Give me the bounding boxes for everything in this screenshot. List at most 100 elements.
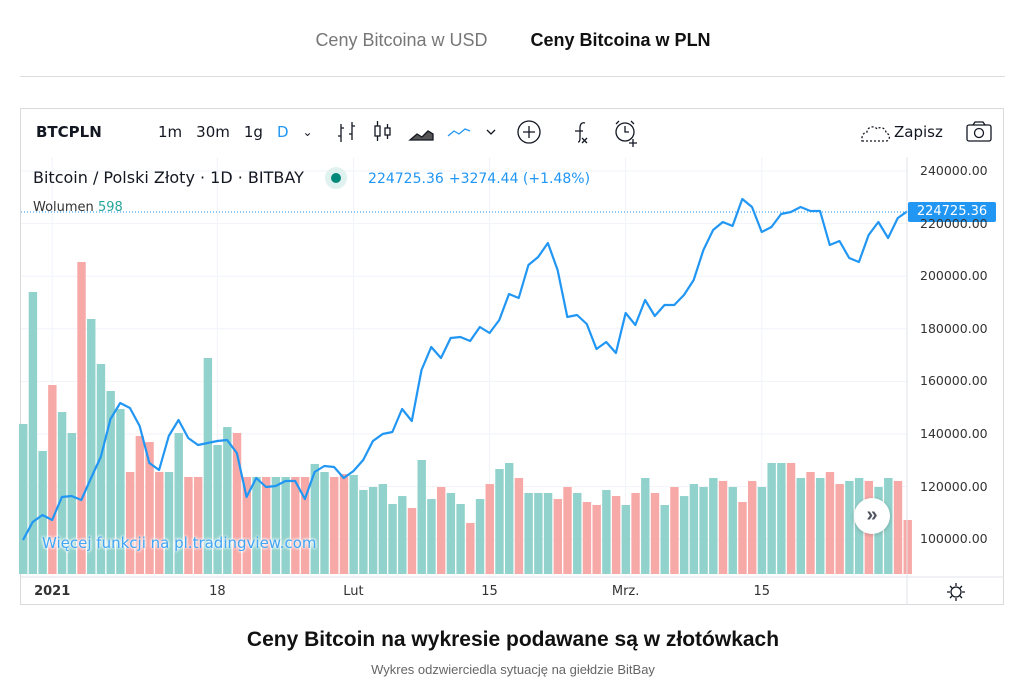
volume-bar xyxy=(524,492,533,574)
volume-bar xyxy=(320,472,329,574)
cloud-icon[interactable] xyxy=(861,126,891,142)
tradingview-link[interactable]: Więcej funkcji na pl.tradingview.com xyxy=(42,534,317,552)
volume-bar xyxy=(262,476,271,574)
legend-change: +3274.44 (+1.48%) xyxy=(448,171,591,187)
interval-d[interactable]: D xyxy=(276,123,289,141)
volume-bar xyxy=(806,472,815,574)
volume-bar xyxy=(291,476,300,574)
interval-1m[interactable]: 1m xyxy=(158,123,183,141)
volume-bar xyxy=(903,519,912,574)
volume-bar xyxy=(330,476,339,574)
chevron-down-icon[interactable]: ⌄ xyxy=(302,125,313,139)
volume-bar xyxy=(466,522,475,574)
settings-gear-icon[interactable] xyxy=(947,583,965,601)
volume-bar xyxy=(748,480,757,574)
volume-bar xyxy=(650,492,660,574)
volume-label: Wolumen xyxy=(33,200,94,215)
chart-widget xyxy=(20,108,1004,605)
volume-bar xyxy=(845,480,854,574)
chevron-down-icon[interactable] xyxy=(486,129,496,135)
volume-bar xyxy=(116,408,125,574)
bars-icon[interactable] xyxy=(338,122,355,142)
volume-bar xyxy=(398,496,407,574)
footer-subtitle: Wykres odzwierciedla sytuację na giełdzi… xyxy=(371,662,655,677)
line-icon[interactable] xyxy=(447,128,471,137)
alarm-icon[interactable] xyxy=(615,120,637,147)
volume-bar xyxy=(738,502,747,574)
fx-icon[interactable] xyxy=(575,122,588,144)
volume-bar xyxy=(660,504,669,574)
volume-bar xyxy=(884,477,893,574)
x-tick-label: 2021 xyxy=(34,584,71,599)
interval-1g[interactable]: 1g xyxy=(243,123,263,141)
volume-bar xyxy=(757,487,767,574)
y-tick-label: 140000.00 xyxy=(920,426,988,442)
area-icon[interactable] xyxy=(408,130,434,141)
volume-bar xyxy=(164,472,174,574)
volume-bar xyxy=(242,476,251,574)
volume-bar xyxy=(631,492,640,574)
x-tick-label: 15 xyxy=(481,584,498,599)
volume-bar xyxy=(417,459,426,574)
volume-bar xyxy=(505,462,514,574)
volume-bar xyxy=(592,504,601,574)
plus-circle-icon[interactable] xyxy=(517,120,541,144)
volume-bar xyxy=(689,484,699,574)
volume-bar xyxy=(709,477,718,574)
volume-bar xyxy=(602,489,611,574)
volume-bar xyxy=(19,423,28,574)
volume-bar xyxy=(349,474,358,574)
volume-bar xyxy=(796,477,805,574)
double-chevron-right-icon: » xyxy=(866,504,878,526)
volume-bar xyxy=(155,472,164,574)
y-tick-label: 160000.00 xyxy=(920,373,988,389)
volume-bar xyxy=(534,492,543,574)
volume-bar xyxy=(456,503,465,574)
y-tick-label: 120000.00 xyxy=(920,478,988,494)
volume-bar xyxy=(67,432,76,574)
tab-usd[interactable]: Ceny Bitcoina w USD xyxy=(315,30,488,50)
volume-bar xyxy=(767,462,776,574)
volume-legend: Wolumen 598 xyxy=(33,200,123,215)
volume-bar xyxy=(77,261,86,574)
volume-bar xyxy=(786,462,796,574)
volume-bar xyxy=(359,489,368,574)
tab-pln[interactable]: Ceny Bitcoina w PLN xyxy=(530,30,711,50)
volume-bar xyxy=(145,442,154,574)
x-tick-label: 15 xyxy=(753,584,770,599)
volume-bar xyxy=(300,476,310,574)
volume-bar xyxy=(825,472,835,574)
volume-bar xyxy=(718,480,728,574)
volume-bar xyxy=(232,432,242,574)
volume-bar xyxy=(96,363,106,574)
volume-bar xyxy=(281,476,290,574)
save-label[interactable]: Zapisz xyxy=(894,123,943,141)
volume-bar xyxy=(271,476,281,574)
legend-price: 224725.36 xyxy=(368,171,444,187)
candles-icon[interactable] xyxy=(374,121,391,141)
y-tick-label: 240000.00 xyxy=(920,163,988,178)
tabs: Ceny Bitcoina w USD Ceny Bitcoina w PLN xyxy=(0,30,1026,51)
scroll-to-latest-button[interactable]: » xyxy=(854,498,890,534)
volume-bar xyxy=(38,450,47,574)
volume-bar xyxy=(495,469,504,574)
last-price-label: 224725.36 xyxy=(908,202,996,222)
volume-bar xyxy=(777,462,786,574)
symbol-button[interactable]: BTCPLN xyxy=(36,112,102,152)
volume-bar xyxy=(87,318,96,574)
save-button[interactable]: Zapisz xyxy=(894,112,943,152)
interval-30m[interactable]: 30m xyxy=(196,123,230,141)
camera-icon[interactable] xyxy=(966,121,992,142)
volume-bar xyxy=(485,484,494,574)
volume-bar xyxy=(446,492,456,574)
volume-bar xyxy=(223,427,232,574)
volume-bar xyxy=(57,412,67,574)
volume-bar xyxy=(213,445,222,574)
volume-bar xyxy=(203,358,213,574)
legend-title: Bitcoin / Polski Złoty · 1D · BITBAY xyxy=(33,168,304,187)
volume-bar xyxy=(427,499,436,574)
symbol-label[interactable]: BTCPLN xyxy=(36,123,102,141)
volume-value: 598 xyxy=(97,200,123,215)
volume-bar xyxy=(641,477,650,574)
